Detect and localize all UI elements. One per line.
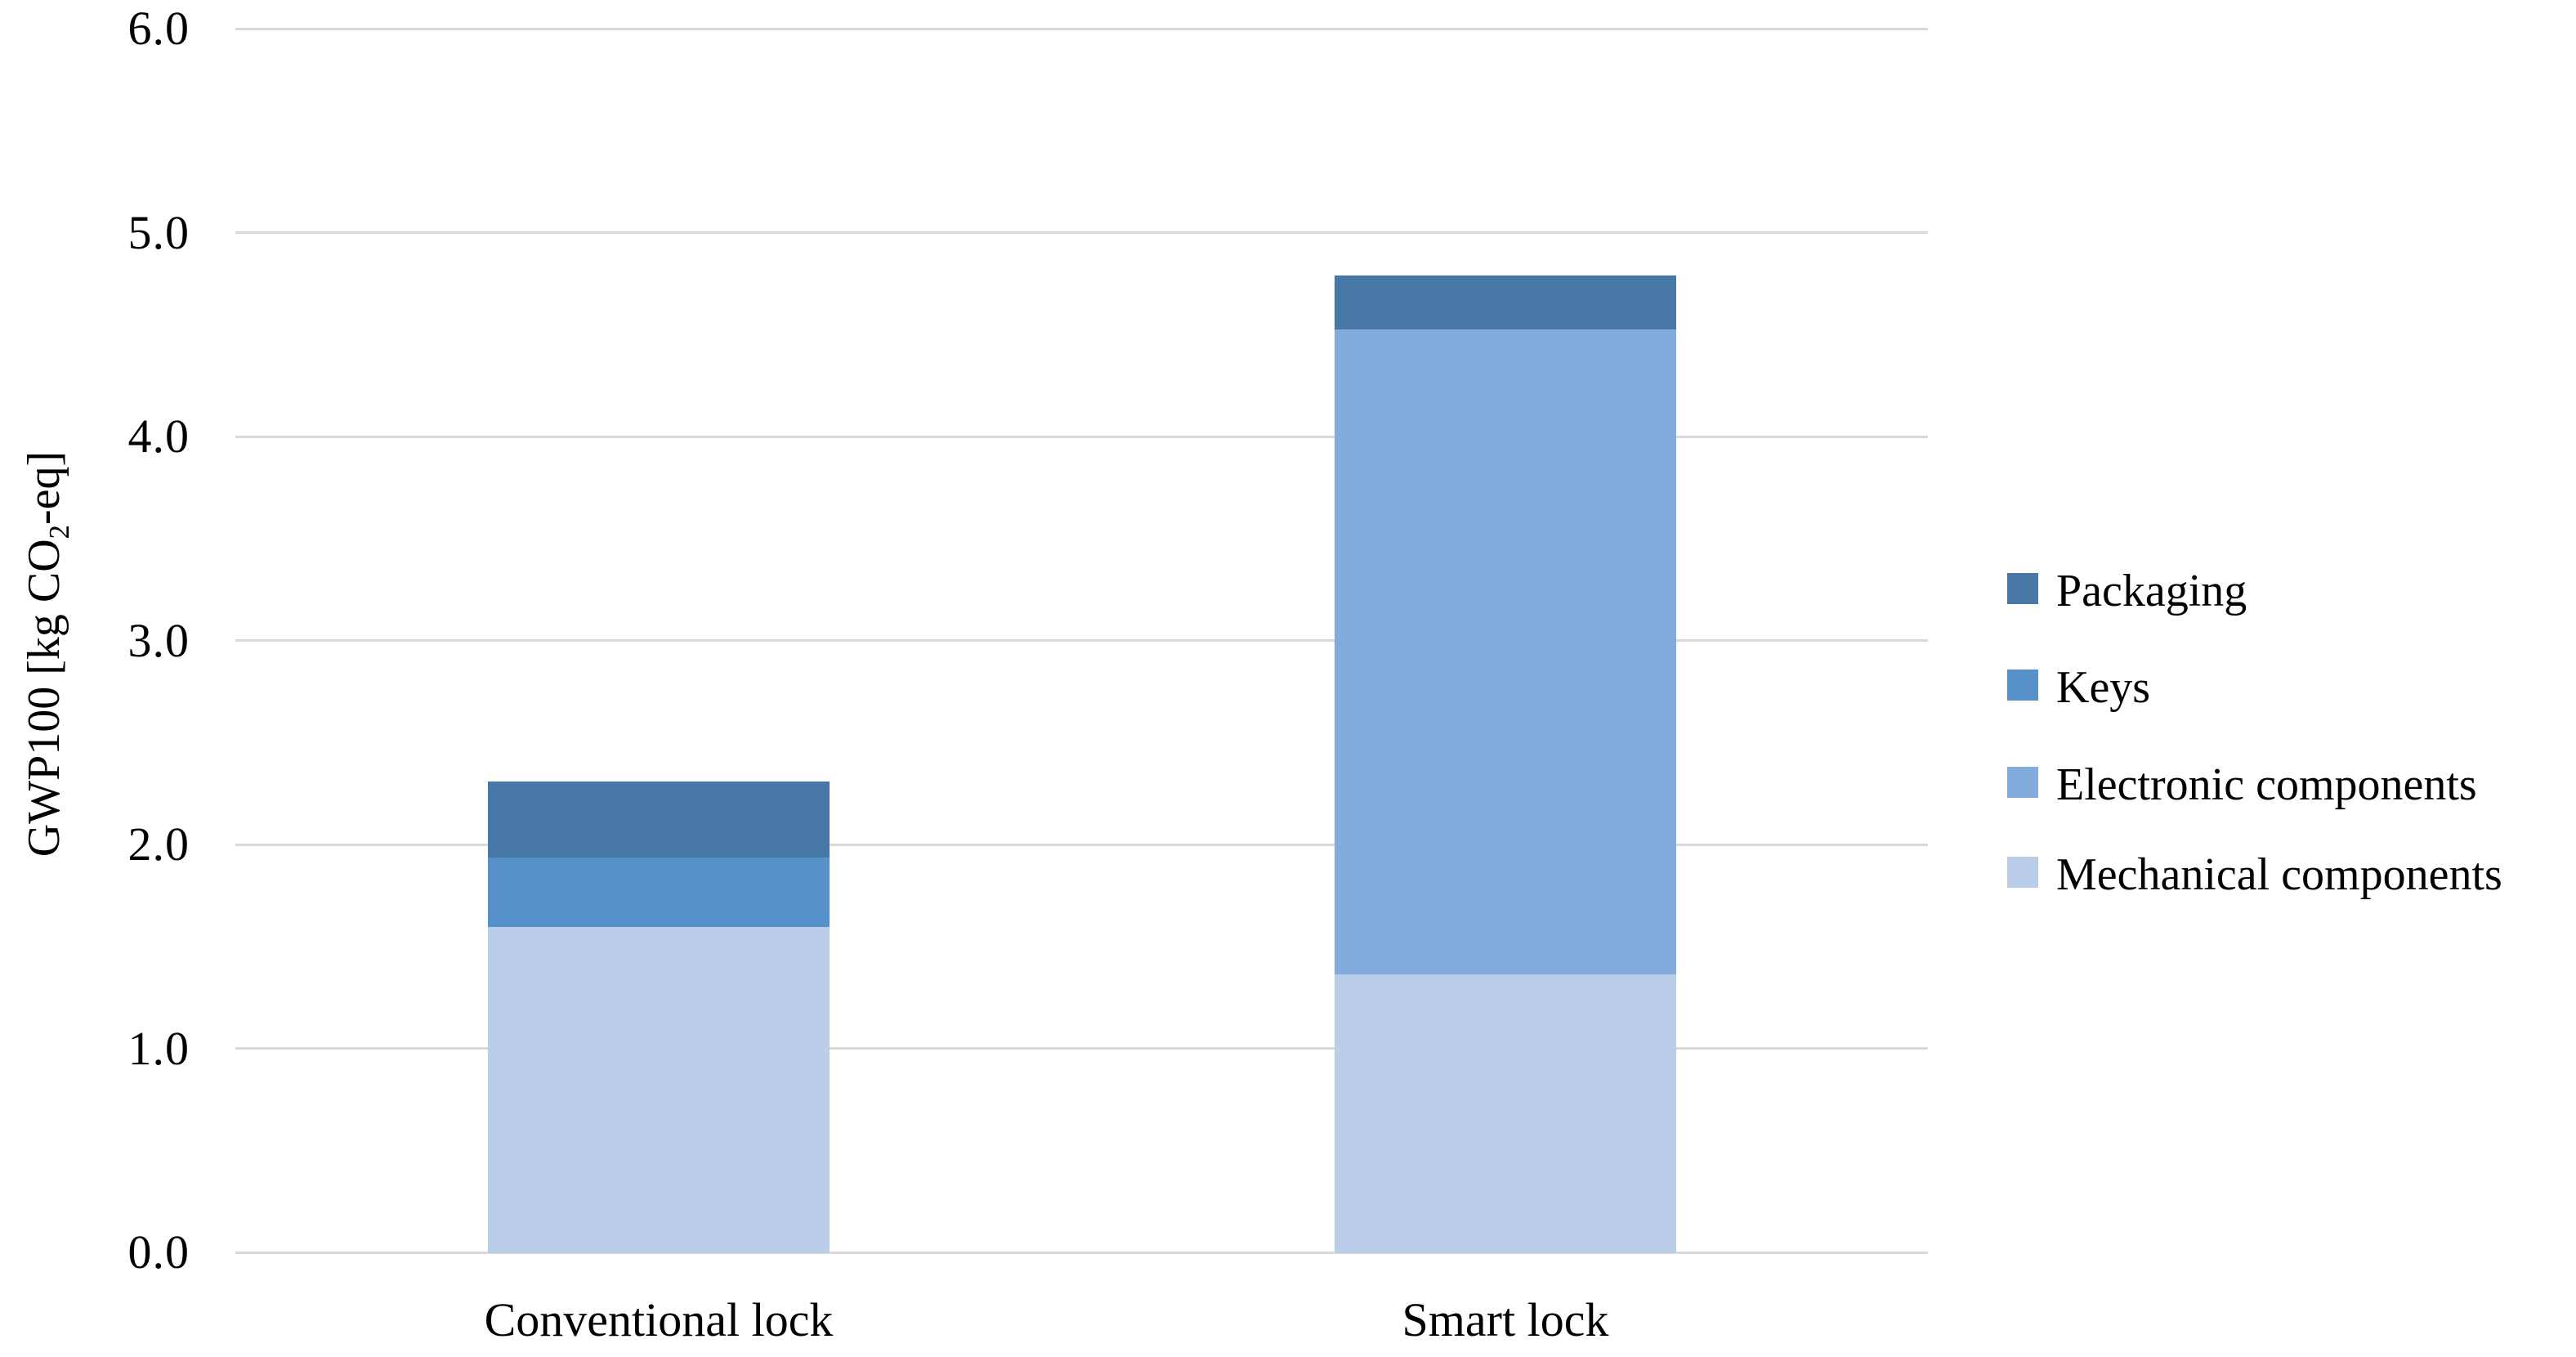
y-tick-label: 3.0 [127, 613, 190, 667]
legend-item: Mechanical components [2007, 849, 2502, 900]
y-tick-label: 6.0 [127, 2, 190, 55]
legend-swatch [2007, 573, 2038, 604]
gridline [235, 639, 1928, 642]
category-label: Smart lock [1402, 1293, 1609, 1346]
legend-swatch [2007, 670, 2038, 701]
gridline [235, 27, 1928, 30]
legend-swatch [2007, 767, 2038, 798]
y-tick-label: 2.0 [127, 817, 190, 871]
y-tick-label: 5.0 [127, 205, 190, 259]
bar-segment-mechanical-components [1335, 973, 1676, 1254]
category-label: Conventional lock [484, 1293, 834, 1346]
y-tick-label: 1.0 [127, 1021, 190, 1075]
gridline [235, 1047, 1928, 1050]
gridline [235, 231, 1928, 234]
gridline [235, 843, 1928, 846]
legend-item: Packaging [2007, 566, 2247, 616]
legend-item: Electronic components [2007, 759, 2477, 810]
y-axis-title-prefix: GWP100 [kg CO [19, 539, 69, 858]
bar-segment-mechanical-components [488, 925, 830, 1254]
legend-swatch [2007, 857, 2038, 888]
gridline [235, 1251, 1928, 1254]
legend-item: Keys [2007, 662, 2150, 713]
bar-segment-keys [488, 856, 830, 928]
gridline [235, 435, 1928, 438]
legend-label: Mechanical components [2056, 849, 2502, 900]
y-tick-label: 4.0 [127, 410, 190, 463]
y-axis-title-subscript: 2 [43, 524, 76, 540]
legend-label: Keys [2056, 662, 2151, 713]
legend-label: Packaging [2056, 566, 2247, 616]
y-tick-label: 0.0 [127, 1225, 190, 1279]
legend-label: Electronic components [2056, 759, 2477, 810]
bar-segment-packaging [488, 781, 830, 858]
bar-segment-packaging [1335, 275, 1676, 330]
bar-segment-electronic-components [1335, 328, 1676, 974]
